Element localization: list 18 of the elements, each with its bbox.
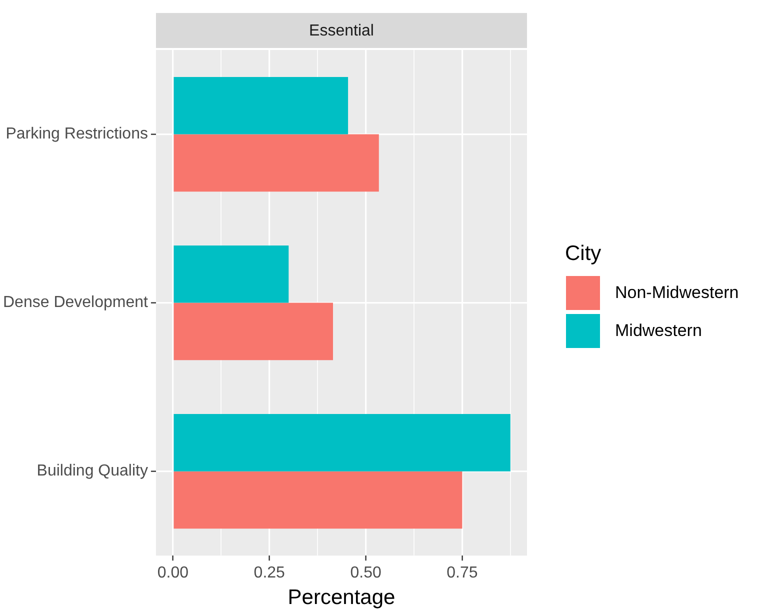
bar [174,134,379,192]
legend-title: City [565,242,602,266]
bar [174,414,510,472]
y-tick-label: Parking Restrictions [6,126,148,143]
bar [174,246,289,303]
x-tick-label: 0.75 [446,564,478,582]
bar [174,302,333,360]
bar [174,471,462,529]
legend-label: Midwestern [615,321,702,341]
x-axis-title: Percentage [288,586,396,610]
bar [174,76,348,134]
y-tick-label: Building Quality [36,462,148,480]
legend-label: Non-Midwestern [615,283,739,303]
x-tick-label: 0.50 [350,564,382,582]
y-tick-label: Dense Development [3,294,149,312]
x-tick-label: 0.25 [254,564,286,582]
x-tick-label: 0.00 [157,564,189,582]
chart-title: Essential [309,22,374,40]
